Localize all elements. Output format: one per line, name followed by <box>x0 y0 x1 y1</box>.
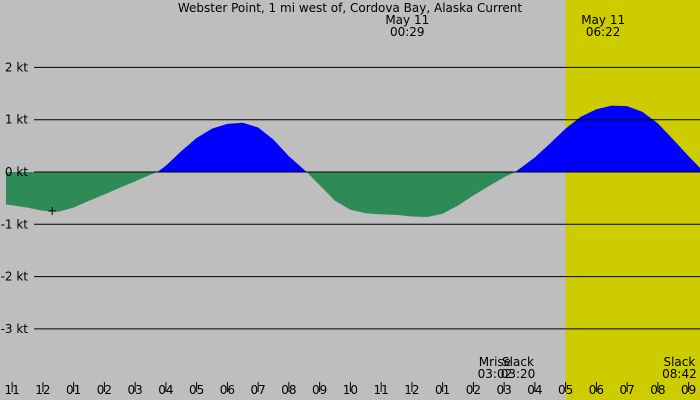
y-tick-label-2-kt: 2 kt <box>5 60 28 74</box>
gridlines <box>34 66 700 330</box>
x-tick-label-12: 11 <box>374 383 389 397</box>
x-tick-label-19: 06 <box>589 383 604 397</box>
top-date-label-0: May 11 <box>385 13 429 27</box>
x-tick-label-17: 04 <box>527 383 542 397</box>
y-tick-label--2-kt: -2 kt <box>1 270 29 284</box>
top-time-label-1: 06:22 <box>586 25 621 39</box>
x-tick-label-18: 05 <box>558 383 573 397</box>
x-tick-label-20: 07 <box>620 383 635 397</box>
x-tick-label-16: 03 <box>497 383 512 397</box>
y-tick-label-1-kt: 1 kt <box>5 113 28 127</box>
event-label-0: Mrise <box>479 355 511 369</box>
x-tick-label-14: 01 <box>435 383 450 397</box>
y-axis-labels: 2 kt 1 kt 0 kt -1 kt -2 kt -3 kt <box>1 60 29 336</box>
daylight-band <box>565 0 700 400</box>
x-tick-label-3: 02 <box>97 383 112 397</box>
flood-area-1 <box>157 122 307 172</box>
x-tick-label-2: 01 <box>66 383 81 397</box>
x-tick-label-8: 07 <box>251 383 266 397</box>
x-tick-label-9: 08 <box>281 383 296 397</box>
event-label-1: Slack <box>502 355 534 369</box>
x-tick-label-15: 02 <box>466 383 481 397</box>
event-label-2: Slack <box>663 355 695 369</box>
x-tick-label-5: 04 <box>158 383 173 397</box>
bottom-event-labels: Mrise03:02Slack03:20Slack08:42Mset14:07S… <box>478 355 697 381</box>
x-tick-label-11: 10 <box>343 383 358 397</box>
x-tick-label-7: 06 <box>220 383 235 397</box>
x-axis-ticks: 11 12 01 02 03 04 05 06 07 08 09 10 11 12 01 02 03 04 05 06… <box>5 382 696 397</box>
x-tick-label-22: 09 <box>681 383 696 397</box>
chart-title: Webster Point, 1 mi west of, Cordova Bay… <box>178 1 523 15</box>
top-time-label-0: 00:29 <box>390 25 425 39</box>
flood-area-3 <box>515 105 700 172</box>
x-tick-label-10: 09 <box>312 383 327 397</box>
y-tick-label--3-kt: -3 kt <box>1 322 29 336</box>
current-area-layer <box>6 105 700 217</box>
x-tick-label-13: 12 <box>404 383 419 397</box>
x-tick-label-21: 08 <box>650 383 665 397</box>
x-tick-label-4: 03 <box>128 383 143 397</box>
top-date-label-1: May 11 <box>581 13 625 27</box>
event-time-2: 08:42 <box>662 367 697 381</box>
ebb-area-2 <box>306 172 516 217</box>
ebb-area-0 <box>6 172 158 212</box>
x-tick-label-1: 12 <box>35 383 50 397</box>
current-marker: + <box>47 204 57 218</box>
y-tick-label--1-kt: -1 kt <box>1 217 29 231</box>
event-time-1: 03:20 <box>501 367 536 381</box>
y-tick-label-0-kt: 0 kt <box>5 165 28 179</box>
x-tick-label-0: 11 <box>5 383 20 397</box>
event-time-0: 03:02 <box>478 367 513 381</box>
x-tick-label-6: 05 <box>189 383 204 397</box>
